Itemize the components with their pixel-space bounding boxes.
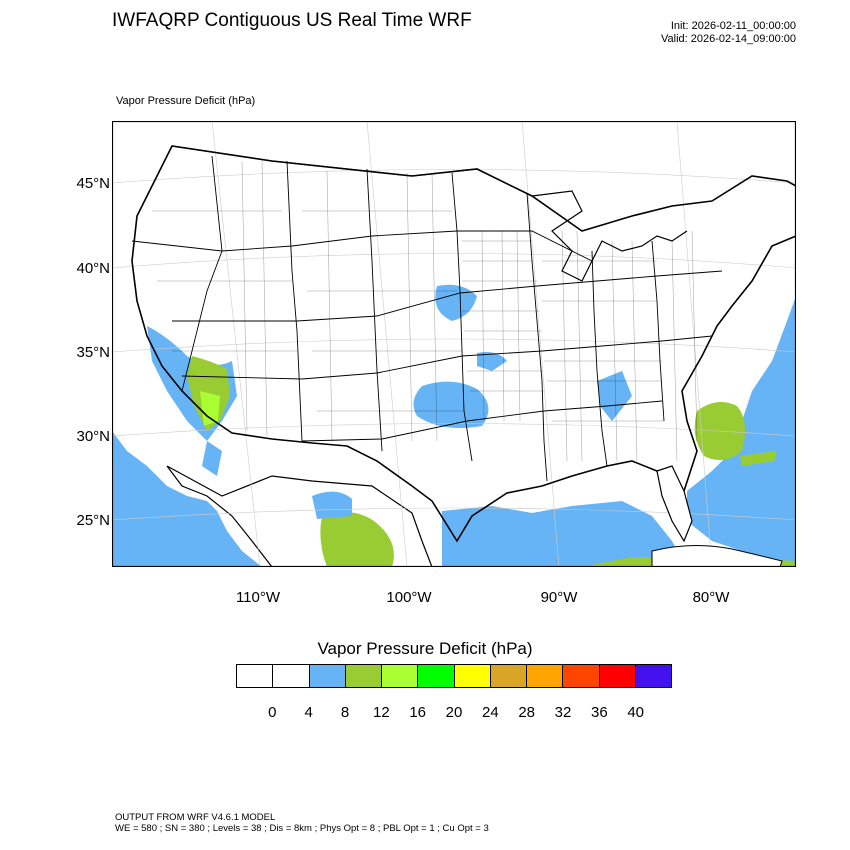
great-lakes [531,190,688,282]
cuba [651,544,783,567]
footer-model: OUTPUT FROM WRF V4.6.1 MODEL [115,812,276,823]
colorbar-box-0 [236,664,274,688]
plains-blue-2 [435,284,477,321]
colorbar-tick-label: 40 [627,704,644,721]
atlantic-green-band [740,451,777,466]
pacific-shading [112,431,262,567]
baja-shading [202,441,222,476]
colorbar-tick-label: 8 [340,704,350,721]
plains-blue-1 [413,381,489,429]
mexico-blue-east [312,491,352,519]
lon-label-110w: 110°W [235,589,281,606]
mexico-green-east [320,512,394,567]
lat-label-25n: 25°N [76,512,110,529]
colorbar-tick-label: 4 [304,704,313,721]
colorbar-tick-label: 24 [481,704,499,721]
gulf-shading [442,501,687,567]
canada-border [171,145,478,177]
colorbar-box-1 [272,664,310,688]
footer-config: WE = 580 ; SN = 380 ; Levels = 38 ; Dis … [115,823,489,834]
field-label: Vapor Pressure Deficit (hPa) [116,95,256,107]
sw-lime-shading [200,391,220,426]
colorbar-box-7 [489,664,527,688]
colorbar-tick-label: 20 [445,704,463,721]
init-time: Init: 2026-02-11_00:00:00 [670,20,796,32]
colorbar-tick-label: 32 [554,704,572,721]
lat-label-40n: 40°N [76,260,110,277]
southeast-blue [597,371,632,421]
colorbar-tick-label: 16 [409,704,426,721]
colorbar-tick-label: 12 [372,704,390,721]
map-frame [112,121,796,567]
colorbar-box-9 [562,664,600,688]
valid-time: Valid: 2026-02-14_09:00:00 [661,33,796,45]
colorbar-box-11 [634,664,672,688]
lat-label-35n: 35°N [76,344,110,361]
colorbar [236,664,672,688]
plains-blue-3 [477,352,507,371]
colorbar-box-4 [381,664,419,688]
vpd-map [112,121,796,567]
colorbar-title: Vapor Pressure Deficit (hPa) [317,639,533,658]
lat-label-45n: 45°N [76,175,110,192]
county-borders [152,160,698,462]
colorbar-box-10 [598,664,636,688]
lon-label-100w: 100°W [386,589,432,606]
lat-label-30n: 30°N [76,428,110,445]
colorbar-box-3 [344,664,382,688]
colorbar-box-8 [526,664,564,688]
colorbar-tick-label: 28 [518,704,535,721]
colorbar-tick-label: 36 [590,704,608,721]
lon-label-80w: 80°W [692,589,730,606]
colorbar-box-6 [453,664,491,688]
plot-title: IWFAQRP Contiguous US Real Time WRF [112,10,472,31]
colorbar-box-2 [308,664,346,688]
colorbar-tick-label: 0 [268,704,277,721]
colorbar-box-5 [417,664,455,688]
florida [656,465,693,543]
lon-label-90w: 90°W [540,589,578,606]
